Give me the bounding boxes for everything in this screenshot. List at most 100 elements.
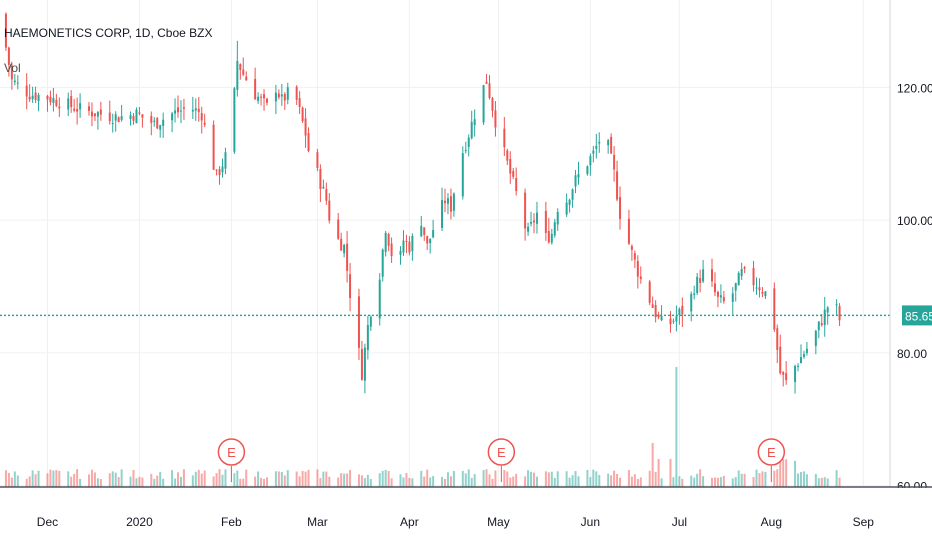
volume-bar: [764, 471, 767, 487]
candle-body: [509, 158, 512, 174]
candle-body: [535, 212, 538, 224]
candle-body: [70, 96, 73, 108]
volume-bar: [263, 478, 266, 487]
volume-bar: [820, 477, 823, 487]
candle-body: [150, 115, 153, 123]
candle-body: [716, 291, 719, 297]
candle-body: [654, 304, 657, 318]
volume-bar: [613, 470, 616, 487]
candle-body: [34, 92, 37, 100]
volume-bar: [630, 476, 633, 487]
price-tick-label: 80.00: [897, 347, 927, 361]
volume-bar: [797, 473, 800, 487]
volume-bar: [274, 471, 277, 487]
volume-bar: [120, 469, 123, 487]
volume-bar: [506, 471, 509, 487]
volume-bar: [96, 478, 99, 487]
candle-body: [191, 109, 194, 112]
volume-bar: [648, 470, 651, 487]
candle-body: [589, 156, 592, 166]
candle-body: [13, 80, 16, 83]
volume-label: Vol: [4, 61, 21, 75]
candle-body: [524, 192, 527, 229]
candle-body: [482, 85, 485, 123]
candle-body: [702, 269, 705, 282]
volume-bar: [179, 476, 182, 487]
earnings-marker[interactable]: E: [757, 438, 786, 482]
candle-body: [384, 232, 387, 252]
candle-body: [743, 267, 746, 269]
volume-bar: [817, 478, 820, 487]
volume-bar: [488, 474, 491, 487]
earnings-marker[interactable]: E: [487, 438, 516, 482]
volume-bar: [408, 477, 411, 487]
candle-body: [577, 173, 580, 178]
volume-bar: [301, 470, 304, 487]
volume-bar: [446, 472, 449, 487]
candle-body: [171, 113, 174, 121]
volume-bar: [245, 469, 248, 487]
volume-bar: [586, 469, 589, 487]
volume-bar: [260, 477, 263, 487]
volume-bar: [657, 459, 660, 487]
volume-bar: [381, 470, 384, 487]
candle-body: [224, 152, 227, 169]
candle-body: [277, 93, 280, 98]
volume-bar: [37, 470, 40, 487]
candle-body: [547, 231, 550, 243]
volume-bar: [616, 473, 619, 487]
candle-body: [530, 221, 533, 224]
candle-body: [88, 106, 90, 111]
candle-body: [96, 112, 99, 117]
candle-body: [432, 230, 435, 238]
candle-body: [731, 293, 734, 302]
candle-body: [592, 150, 595, 154]
volume-bar: [340, 473, 343, 487]
candle-body: [221, 166, 224, 173]
volume-bar: [16, 475, 19, 487]
volume-bar: [509, 477, 512, 487]
volume-bar: [432, 476, 435, 487]
candle-body: [711, 269, 713, 282]
candle-body: [73, 108, 76, 111]
candle-body: [494, 110, 497, 128]
volume-bar: [49, 469, 52, 487]
volume-bar: [619, 477, 622, 487]
volume-bar: [711, 477, 713, 487]
time-tick-label: Jul: [672, 515, 687, 529]
candle-body: [636, 260, 639, 277]
volume-bar: [565, 471, 568, 487]
volume-bar: [595, 471, 598, 487]
volume-bar: [800, 472, 802, 487]
volume-bar: [325, 471, 328, 487]
candle-body: [800, 357, 802, 364]
volume-bar: [411, 478, 414, 487]
earnings-label: E: [767, 445, 776, 460]
last-price-line: 85.65: [0, 305, 932, 326]
volume-bar: [639, 477, 642, 487]
time-tick-label: Apr: [400, 515, 419, 529]
candle-body: [28, 96, 31, 100]
volume-bar: [491, 478, 494, 487]
earnings-marker[interactable]: E: [217, 438, 246, 482]
volume-bar: [218, 469, 221, 487]
volume-bar: [215, 473, 218, 487]
candle-body: [132, 116, 135, 121]
volume-bar: [470, 477, 473, 487]
volume-bar: [257, 471, 260, 487]
volume-bar: [731, 478, 734, 487]
volume-bar: [221, 474, 224, 487]
candle-body: [90, 111, 93, 117]
candle-body: [823, 309, 826, 326]
candle-body: [349, 274, 352, 299]
candle-body: [46, 95, 49, 100]
candle-body: [76, 108, 79, 112]
candle-body: [633, 253, 636, 260]
candle-body: [553, 222, 556, 236]
candle-body: [752, 268, 755, 286]
volume-bar: [426, 469, 429, 487]
time-tick-label: Feb: [221, 515, 242, 529]
candle-body: [141, 114, 144, 118]
